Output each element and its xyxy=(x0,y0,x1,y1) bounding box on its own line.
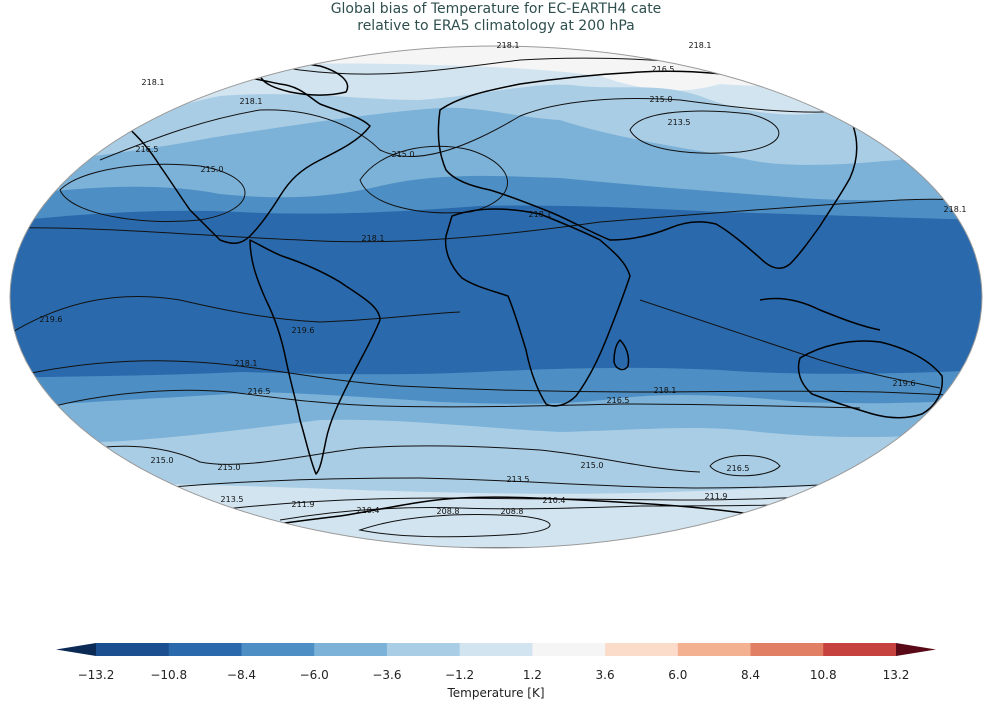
colorbar-tick-label: 1.2 xyxy=(522,668,542,682)
contour-216-south xyxy=(19,389,861,417)
colorbar-label: Temperature [K] xyxy=(447,686,545,700)
colorbar-tick-label: −3.6 xyxy=(372,668,402,682)
indonesia-outline xyxy=(759,297,881,331)
contour-label: 216.5 xyxy=(652,65,675,74)
colorbar-swatch xyxy=(532,643,606,656)
contour-label: 208.8 xyxy=(437,507,460,516)
contour-label: 210.4 xyxy=(543,496,566,505)
contour-label: 218.1 xyxy=(497,41,520,50)
colorbar-tick-label: 10.8 xyxy=(809,668,837,682)
contour-label: 218.1 xyxy=(240,97,263,106)
contour-219-equatorial xyxy=(10,295,461,341)
colorbar xyxy=(56,643,936,656)
colorbar-swatch xyxy=(605,643,679,656)
colorbar-extend-low xyxy=(56,643,96,656)
contour-219-indian xyxy=(639,299,941,389)
contour-label: 215.0 xyxy=(650,95,673,104)
contour-label: 219.6 xyxy=(40,315,63,324)
colorbar-tick-label: −8.4 xyxy=(226,668,257,682)
map-title-line1: Global bias of Temperature for EC-EARTH4… xyxy=(330,1,662,17)
contour-label: 219.6 xyxy=(893,379,916,388)
contour-215-south xyxy=(79,445,701,473)
contour-216-south-pacific xyxy=(709,455,781,477)
australia-outline xyxy=(797,340,944,419)
map-title-line2: relative to ERA5 climatology at 200 hPa xyxy=(357,18,635,34)
globe-border xyxy=(9,45,983,549)
colorbar-tick-label: 8.4 xyxy=(740,668,761,682)
contour-label: 219.6 xyxy=(292,326,315,335)
contour-218-tropic-north xyxy=(10,198,982,243)
eurasia-outline xyxy=(437,70,858,269)
contour-label: 215.0 xyxy=(151,456,174,465)
contour-215-atlantic xyxy=(359,145,508,214)
colorbar-swatch xyxy=(677,643,752,656)
contour-label: 215.0 xyxy=(392,150,415,159)
contour-label: 216.5 xyxy=(727,464,750,473)
south-america-outline xyxy=(249,239,381,475)
contour-label: 216.5 xyxy=(248,387,271,396)
colorbar-swatch xyxy=(386,643,461,656)
colorbar-tick-label: −6.0 xyxy=(299,668,329,682)
contour-label: 218.1 xyxy=(689,41,712,50)
colorbar-swatch xyxy=(168,643,242,656)
colorbar-swatch xyxy=(314,643,388,656)
contour-label: 211.9 xyxy=(705,492,728,501)
colorbar-swatch xyxy=(823,643,897,656)
contour-label: 213.5 xyxy=(507,475,530,484)
contour-label: 216.5 xyxy=(607,396,630,405)
contour-label: 215.0 xyxy=(581,461,604,470)
contour-218-south xyxy=(10,360,982,399)
contour-lines xyxy=(10,57,982,538)
contour-213-south xyxy=(139,475,941,491)
contour-label: 218.1 xyxy=(235,359,258,368)
contour-label: 215.0 xyxy=(218,463,241,472)
contour-labels: 218.1 218.1 218.1 218.1 216.5 215.0 213.5 216.5… xyxy=(40,41,967,516)
contour-label: 210.4 xyxy=(357,506,380,515)
contour-label: 218.1 xyxy=(654,386,677,395)
colorbar-swatch xyxy=(750,643,824,656)
colorbar-tick-label: 13.2 xyxy=(882,668,910,682)
contour-215-pacific xyxy=(59,163,246,223)
madagascar-outline xyxy=(613,339,630,371)
contour-label: 213.5 xyxy=(668,118,691,127)
contour-label: 213.5 xyxy=(221,495,244,504)
contour-216-north xyxy=(99,98,861,161)
contour-label: 218.1 xyxy=(142,78,165,87)
colorbar-tick-label: 3.6 xyxy=(595,668,615,682)
contour-210-south xyxy=(279,503,821,521)
contour-label: 218.1 xyxy=(362,234,385,243)
colorbar-swatch xyxy=(459,643,533,656)
colorbar-tick-label: −10.8 xyxy=(150,668,188,682)
contour-label: 216.5 xyxy=(136,145,159,154)
contour-label: 218.1 xyxy=(529,210,552,219)
contour-213-asia xyxy=(629,110,780,154)
colorbar-tick-label: −13.2 xyxy=(77,668,115,682)
contour-label: 218.1 xyxy=(944,205,967,214)
colorbar-tick-label: 6.0 xyxy=(668,668,688,682)
contour-label: 208.8 xyxy=(501,507,524,516)
contour-208-south xyxy=(358,514,551,538)
colorbar-extend-high xyxy=(896,643,936,656)
filled-bias-bands xyxy=(10,46,982,548)
colorbar-tick-label: −1.2 xyxy=(445,668,475,682)
colorbar-swatch xyxy=(241,643,315,656)
contour-label: 215.0 xyxy=(201,165,224,174)
contour-label: 211.9 xyxy=(292,500,315,509)
africa-outline xyxy=(444,208,631,407)
colorbar-swatch xyxy=(96,643,170,656)
